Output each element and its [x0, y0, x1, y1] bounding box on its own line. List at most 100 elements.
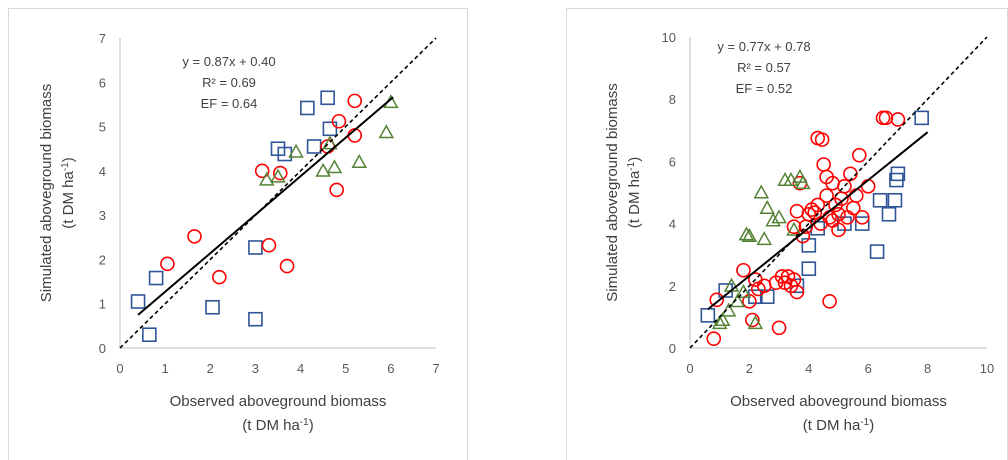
x-tick-label: 7: [432, 361, 439, 376]
triangle-marker: [735, 283, 752, 298]
x-tick-label: 2: [207, 361, 214, 376]
circle-marker: [837, 178, 852, 194]
circle-marker: [347, 93, 363, 109]
y-tick-label: 2: [669, 279, 676, 294]
triangle-marker: [322, 135, 338, 150]
y-axis-unit: (t DM ha-1): [60, 157, 78, 228]
square-marker: [248, 311, 263, 327]
regression-annotation: EF = 0.64: [201, 96, 258, 111]
triangle-marker: [315, 162, 331, 177]
y-tick-label: 10: [662, 30, 676, 45]
circle-marker: [212, 269, 227, 285]
triangle-marker: [383, 94, 399, 109]
circle-marker: [831, 222, 846, 238]
circle-marker: [331, 113, 347, 129]
square-marker: [300, 100, 315, 116]
triangle-marker: [258, 171, 275, 186]
circle-marker: [789, 284, 805, 300]
y-tick-label: 0: [669, 341, 676, 356]
x-tick-label: 1: [162, 361, 169, 376]
y-axis-title: Simulated aboveground biomass: [604, 83, 621, 301]
regression-annotation: EF = 0.52: [736, 81, 793, 96]
circle-marker: [816, 157, 831, 172]
circle-marker: [822, 210, 837, 225]
square-marker: [801, 261, 817, 276]
triangle-marker: [378, 124, 395, 139]
x-axis-unit: (t DM ha-1): [242, 417, 313, 435]
circle-marker: [745, 312, 760, 328]
scatter-chart-right: 0 2 4 6 8 10 0 2 4 6 8 10 Observed aboveground bioma…: [604, 30, 994, 435]
square-marker: [872, 192, 888, 208]
x-axis-unit: (t DM ha-1): [803, 417, 874, 435]
square-marker: [306, 139, 322, 154]
circle-marker: [709, 292, 725, 308]
y-axis-unit-group: (t DM ha-1): [60, 157, 78, 228]
regression-annotation: R² = 0.57: [737, 60, 791, 75]
circle-marker: [736, 262, 751, 278]
square-marker: [801, 238, 817, 253]
x-tick-label: 4: [297, 361, 304, 376]
circle-marker: [819, 188, 834, 203]
y-axis-title-group: Simulated aboveground biomass: [38, 84, 55, 302]
circle-marker: [843, 166, 858, 182]
regression-annotation: R² = 0.69: [202, 75, 256, 90]
circle-marker: [272, 165, 288, 181]
circle-marker: [810, 197, 826, 213]
circle-marker: [706, 331, 722, 346]
triangle-marker: [351, 153, 368, 168]
y-axis-unit: (t DM ha-1): [626, 157, 644, 228]
triangle-marker: [270, 168, 286, 183]
circle-marker: [789, 203, 805, 219]
triangle-marker: [738, 226, 755, 241]
one-to-one-line: [689, 36, 988, 349]
square-marker: [248, 240, 263, 255]
regression-line: [137, 96, 394, 316]
square-marker: [700, 308, 716, 323]
x-tick-label: 0: [686, 361, 693, 376]
y-tick-label: 1: [99, 297, 106, 312]
y-tick-label: 4: [669, 217, 676, 232]
chart-panel-left: 0 1 2 3 4 5 6 7 0 1 2 3 4 5 6 7 Observed aboveground bio…: [8, 8, 468, 460]
triangle-marker: [795, 175, 811, 190]
chart-panel-right: 0 2 4 6 8 10 0 2 4 6 8 10 Observed aboveground bioma…: [566, 8, 1008, 460]
triangle-marker: [771, 209, 787, 224]
circle-marker: [160, 256, 175, 272]
x-tick-label: 3: [252, 361, 259, 376]
circle-marker: [786, 219, 802, 235]
triangle-marker: [747, 315, 764, 330]
circle-marker: [329, 182, 344, 198]
circle-marker: [878, 110, 894, 126]
triangle-marker: [711, 315, 728, 330]
square-marker: [890, 166, 906, 182]
triangle-marker: [765, 212, 781, 227]
one-to-one-line: [119, 37, 437, 349]
y-tick-label: 3: [99, 208, 106, 223]
x-tick-label: 6: [865, 361, 872, 376]
regression-annotation: y = 0.77x + 0.78: [717, 39, 810, 54]
triangle-marker: [756, 231, 773, 246]
square-marker: [759, 289, 775, 304]
x-tick-label: 4: [805, 361, 812, 376]
y-axis-unit-group: (t DM ha-1): [626, 157, 644, 228]
square-marker: [148, 270, 164, 286]
regression-annotation: y = 0.87x + 0.40: [182, 54, 275, 69]
triangle-marker: [741, 227, 758, 242]
y-tick-label: 4: [99, 164, 106, 179]
triangle-marker: [759, 200, 775, 214]
circle-marker: [279, 258, 295, 274]
scatter-chart-left: 0 1 2 3 4 5 6 7 0 1 2 3 4 5 6 7 Observed aboveground bio…: [38, 31, 440, 435]
circle-marker: [261, 237, 277, 253]
circle-marker: [890, 112, 906, 127]
x-tick-label: 0: [116, 361, 123, 376]
circle-marker: [771, 320, 787, 336]
y-tick-label: 5: [99, 120, 106, 135]
x-tick-label: 2: [746, 361, 753, 376]
y-axis-title-group: Simulated aboveground biomass: [604, 83, 621, 301]
y-tick-label: 6: [669, 154, 676, 169]
circle-marker: [254, 163, 270, 179]
circle-marker: [187, 229, 202, 244]
y-tick-label: 6: [99, 75, 106, 90]
circle-marker: [807, 205, 823, 221]
x-tick-label: 10: [980, 361, 994, 376]
x-tick-label: 5: [342, 361, 349, 376]
